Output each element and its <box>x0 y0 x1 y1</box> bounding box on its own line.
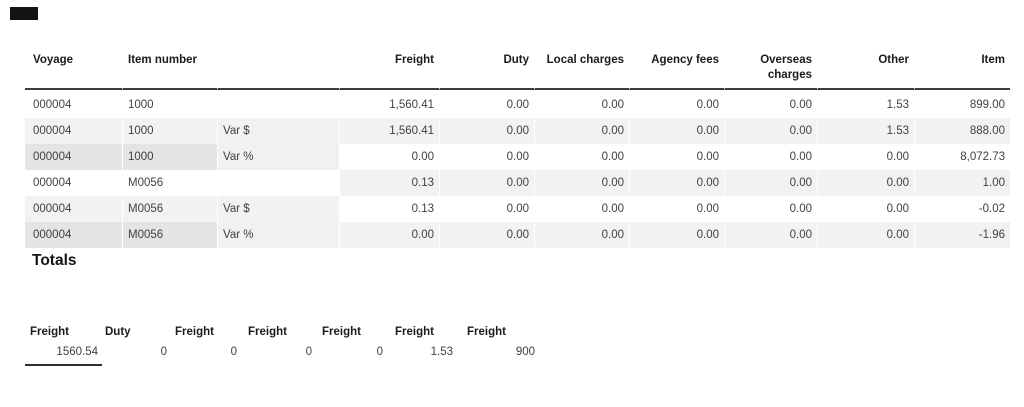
freight-cell: 0.00 <box>340 222 440 248</box>
duty-cell: 0.00 <box>440 222 535 248</box>
overseas-charges-cell: 0.00 <box>725 170 818 196</box>
item-amount-cell: 1.00 <box>915 170 1010 196</box>
local-charges-cell: 0.00 <box>535 118 630 144</box>
other-cell: 1.53 <box>818 118 915 144</box>
local-charges-cell: 0.00 <box>535 92 630 118</box>
voyage-column-header: Voyage <box>25 48 123 90</box>
item-amount-cell: -1.96 <box>915 222 1010 248</box>
item-cell: 1000 <box>123 92 218 118</box>
freight-cell: 1,560.41 <box>340 92 440 118</box>
agency-fees-cell: 0.00 <box>630 170 725 196</box>
freight-cell: 0.13 <box>340 170 440 196</box>
agency-fees-cell: 0.00 <box>630 144 725 170</box>
totals-freight-header: Freight <box>248 326 287 338</box>
table-row[interactable]: 000004 1000 Var % 0.00 0.00 0.00 0.00 0.… <box>25 144 1010 170</box>
variance-cell: Var $ <box>218 118 340 144</box>
item-amount-cell: 888.00 <box>915 118 1010 144</box>
local-charges-cell: 0.00 <box>535 144 630 170</box>
duty-cell: 0.00 <box>440 118 535 144</box>
totals-duty-value: 0 <box>160 346 167 358</box>
totals-freight-header: Freight <box>467 326 506 338</box>
voyage-cell: 000004 <box>25 144 123 170</box>
voyage-cell: 000004 <box>25 92 123 118</box>
freight-cell: 0.13 <box>340 196 440 222</box>
totals-freight-header: Freight <box>175 326 214 338</box>
duty-column-header: Duty <box>440 48 535 90</box>
item-amount-cell: -0.02 <box>978 203 1005 215</box>
table-row[interactable]: 000004 1000 Var $ 1,560.41 0.00 0.00 0.0… <box>25 118 1010 144</box>
totals-value-row: 1560.54 0 0 0 0 1.53 900 <box>25 340 537 366</box>
totals-other-value: 1.53 <box>430 346 453 358</box>
agency-fees-cell: 0.00 <box>630 196 725 222</box>
freight-cell: 1,560.41 <box>340 118 440 144</box>
local-charges-column-header: Local charges <box>535 48 630 90</box>
dark-marker <box>10 7 38 20</box>
duty-cell: 0.00 <box>440 196 535 222</box>
variance-cell <box>218 170 340 196</box>
agency-fees-column-header: Agency fees <box>630 48 725 90</box>
other-cell: 0.00 <box>818 196 915 222</box>
totals-freight-header: Freight <box>322 326 361 338</box>
totals-freight-header: Freight <box>395 326 434 338</box>
variance-cell <box>218 92 340 118</box>
table-row[interactable]: 000004 M0056 Var $ 0.13 0.00 0.00 0.00 0… <box>25 196 1010 222</box>
overseas-charges-cell: 0.00 <box>725 144 818 170</box>
overseas-charges-cell: 0.00 <box>725 196 818 222</box>
variance-cell: Var % <box>218 144 340 170</box>
voyage-cost-table: Voyage Item number Freight Duty Local ch… <box>25 48 1010 248</box>
item-cell: M0056 <box>123 170 218 196</box>
totals-duty-header: Duty <box>105 326 131 338</box>
item-cell: 1000 <box>123 144 218 170</box>
totals-value: 0 <box>230 346 237 358</box>
duty-cell: 0.00 <box>440 170 535 196</box>
other-cell: 1.53 <box>818 92 915 118</box>
item-cell: M0056 <box>123 222 218 248</box>
variance-column-header <box>218 48 340 90</box>
local-charges-cell: 0.00 <box>535 196 630 222</box>
totals-value: 0 <box>376 346 383 358</box>
duty-cell: 0.00 <box>440 92 535 118</box>
overseas-charges-cell: 0.00 <box>725 118 818 144</box>
item-amount-cell: 899.00 <box>969 99 1005 111</box>
item-cell: M0056 <box>123 196 218 222</box>
other-cell: 0.00 <box>818 144 915 170</box>
table-body: 000004 1000 1,560.41 0.00 0.00 0.00 0.00… <box>25 92 1010 248</box>
voyage-cell: 000004 <box>25 118 123 144</box>
totals-freight-header: Freight <box>30 326 69 338</box>
other-column-header: Other <box>818 48 915 90</box>
item-cell: 1000 <box>123 118 218 144</box>
local-charges-cell: 0.00 <box>535 170 630 196</box>
agency-fees-cell: 0.00 <box>630 92 725 118</box>
freight-column-header: Freight <box>340 48 440 90</box>
freight-cell: 0.00 <box>340 144 440 170</box>
table-row[interactable]: 000004 1000 1,560.41 0.00 0.00 0.00 0.00… <box>25 92 1010 118</box>
totals-table: Freight Duty Freight Freight Freight Fre… <box>25 320 537 366</box>
variance-cell: Var $ <box>218 196 340 222</box>
duty-cell: 0.00 <box>440 144 535 170</box>
local-charges-cell: 0.00 <box>535 222 630 248</box>
table-header-row: Voyage Item number Freight Duty Local ch… <box>25 48 1010 90</box>
totals-value: 0 <box>305 346 312 358</box>
totals-heading: Totals <box>32 252 77 269</box>
overseas-charges-column-header: Overseas charges <box>725 48 818 90</box>
voyage-cell: 000004 <box>25 196 123 222</box>
item-amount-cell: 8,072.73 <box>960 151 1005 163</box>
agency-fees-cell: 0.00 <box>630 118 725 144</box>
totals-header-row: Freight Duty Freight Freight Freight Fre… <box>25 320 537 340</box>
overseas-charges-cell: 0.00 <box>725 92 818 118</box>
table-row[interactable]: 000004 M0056 0.13 0.00 0.00 0.00 0.00 0.… <box>25 170 1010 196</box>
table-row[interactable]: 000004 M0056 Var % 0.00 0.00 0.00 0.00 0… <box>25 222 1010 248</box>
item-number-column-header: Item number <box>123 48 218 90</box>
totals-item-value: 900 <box>515 346 535 358</box>
voyage-cell: 000004 <box>25 222 123 248</box>
variance-cell: Var % <box>218 222 340 248</box>
item-column-header: Item <box>915 48 1010 90</box>
agency-fees-cell: 0.00 <box>630 222 725 248</box>
voyage-cell: 000004 <box>25 170 123 196</box>
overseas-charges-cell: 0.00 <box>725 222 818 248</box>
other-cell: 0.00 <box>818 170 915 196</box>
other-cell: 0.00 <box>818 222 915 248</box>
totals-freight-value: 1560.54 <box>25 340 102 366</box>
